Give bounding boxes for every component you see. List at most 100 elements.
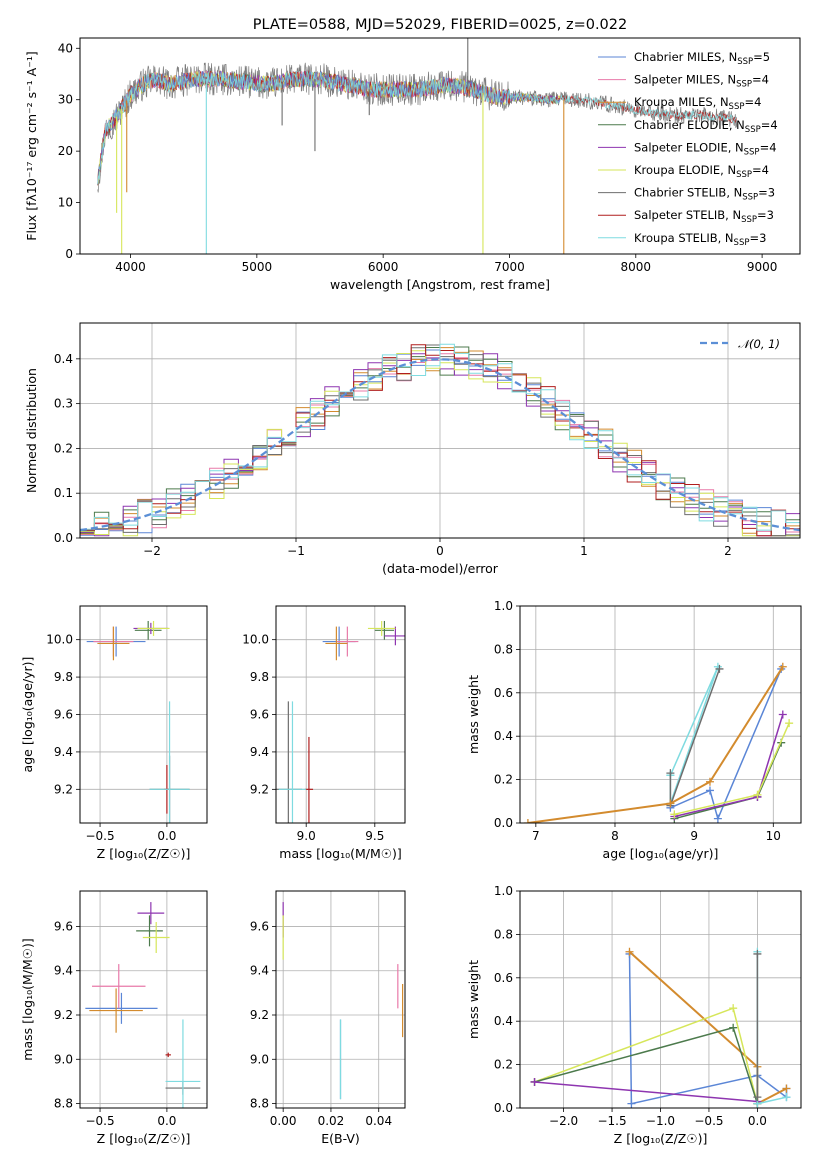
panel-spectrum: 4000 5000 6000 7000 8000 9000 0 10 20 30 40 wavelen… (24, 17, 801, 292)
normal-curve (80, 358, 800, 532)
y-axis-label: Flux [fλ10⁻¹⁷ erg cm⁻² s⁻¹ A⁻¹] (24, 51, 39, 240)
y-tick-label: 10.0 (242, 633, 269, 647)
series-line-kroupa-elodie (674, 722, 790, 816)
y-tick-label: 1.0 (494, 599, 513, 613)
y-tick-label: 9.8 (54, 670, 73, 684)
y-tick-label: 40 (58, 41, 73, 55)
x-tick-label: 0 (436, 544, 444, 558)
y-tick-label: 0.0 (494, 816, 513, 830)
y-axis-label: mass weight (466, 960, 481, 1039)
x-tick-label: −1.0 (646, 1114, 675, 1128)
x-tick-label: −0.5 (85, 1114, 114, 1128)
legend-entry: Salpeter ELODIE, NSSP=4 (634, 140, 777, 157)
x-tick-label: 8 (611, 829, 619, 843)
y-tick-label: 0.2 (54, 441, 73, 455)
y-tick-label: 0 (65, 247, 73, 261)
y-tick-label: 9.0 (54, 1052, 73, 1066)
y-tick-label: 9.6 (250, 919, 269, 933)
x-tick-label: 0.0 (157, 829, 176, 843)
point-marker (753, 790, 762, 799)
series-line-kroupa-miles (527, 666, 784, 823)
y-tick-label: 9.2 (250, 782, 269, 796)
y-tick-label: 0.0 (494, 1101, 513, 1115)
x-tick-label: 9.0 (297, 829, 316, 843)
y-tick-label: 9.6 (54, 919, 73, 933)
y-tick-label: 0.1 (54, 486, 73, 500)
y-tick-label: 8.8 (250, 1097, 269, 1111)
x-tick-label: 7000 (494, 260, 525, 274)
chart-title: PLATE=0588, MJD=52029, FIBERID=0025, z=0… (253, 17, 627, 33)
y-tick-label: 9.2 (54, 1008, 73, 1022)
plot-area (282, 902, 404, 1100)
plot-area (86, 620, 190, 823)
series-line-chabrier-miles (628, 953, 788, 1105)
legend-entry: Chabrier ELODIE, NSSP=4 (634, 118, 778, 135)
y-tick-label: 9.2 (54, 782, 73, 796)
axes-frame (519, 890, 802, 1109)
x-tick-label: 0.0 (157, 1114, 176, 1128)
panel-age_vs_mass: 9.0 9.5 9.2 9.4 9.6 9.8 10.0 mass [log₁₀(M/M☉)] (242, 605, 406, 861)
series-line-kroupa-miles (628, 951, 787, 1106)
y-tick-label: 0.2 (494, 773, 513, 787)
point-marker (666, 769, 675, 778)
legend-entry: 𝒩(0, 1) (738, 337, 780, 351)
series-line-chabrier-stelib (669, 668, 721, 806)
x-tick-label: 0.0 (748, 1114, 767, 1128)
histogram-kroupa-stelib (80, 343, 800, 531)
x-tick-label: −2.0 (549, 1114, 578, 1128)
y-tick-label: 1.0 (494, 884, 513, 898)
x-axis-label: Z [log₁₀(Z/Z☉)] (97, 846, 191, 861)
y-tick-label: 0.4 (54, 352, 73, 366)
axes-frame (275, 605, 406, 824)
x-tick-label: 9 (690, 829, 698, 843)
y-tick-label: 9.4 (250, 964, 269, 978)
legend-entry: Chabrier MILES, NSSP=5 (634, 50, 770, 67)
point-marker (530, 1077, 539, 1086)
y-tick-label: 9.4 (54, 964, 73, 978)
plot-area (85, 902, 201, 1108)
y-tick-label: 0.6 (494, 686, 513, 700)
point-marker (729, 1004, 738, 1013)
y-tick-label: 9.6 (250, 708, 269, 722)
axes-frame (79, 890, 208, 1109)
x-tick-label: 0.02 (318, 1114, 345, 1128)
x-tick-label: 0.04 (365, 1114, 392, 1128)
plot-area (530, 947, 791, 1108)
y-tick-label: 0.8 (494, 927, 513, 941)
x-tick-label: 4000 (115, 260, 146, 274)
x-tick-label: −0.5 (85, 829, 114, 843)
point-marker (782, 1093, 791, 1102)
panel-residuals: −2 −1 0 1 2 0.0 0.1 0.2 0.3 0.4 (data-model)/error… (24, 322, 801, 576)
x-axis-label: Z [log₁₀(Z/Z☉)] (614, 1131, 708, 1146)
y-tick-label: 0.3 (54, 397, 73, 411)
x-tick-label: −0.5 (694, 1114, 723, 1128)
y-tick-label: 8.8 (54, 1097, 73, 1111)
x-axis-label: age [log₁₀(age/yr)] (603, 846, 719, 861)
y-tick-label: 30 (58, 93, 73, 107)
series-line-kroupa-elodie (534, 1007, 759, 1104)
panel-mass_weight_vs_age: 7 8 9 10 0.0 0.2 0.4 0.6 0.8 1.0 age [log₁₀(age/yr… (466, 599, 802, 861)
y-tick-label: 9.8 (250, 670, 269, 684)
y-tick-label: 10.0 (46, 633, 73, 647)
x-tick-label: −2 (143, 544, 161, 558)
y-tick-label: 9.4 (54, 745, 73, 759)
plot-area (80, 343, 800, 537)
panel-mass_vs_Z: −0.5 0.0 8.8 9.0 9.2 9.4 9.6 Z [log₁₀(Z/Z☉)] mas… (20, 890, 208, 1146)
legend-entry: Chabrier STELIB, NSSP=3 (634, 186, 775, 203)
y-axis-label: mass [log₁₀(M/M☉)] (20, 938, 35, 1060)
point-marker (523, 819, 532, 823)
x-axis-label: mass [log₁₀(M/M☉)] (279, 846, 401, 861)
x-axis-label: wavelength [Angstrom, rest frame] (330, 277, 550, 292)
point-marker (705, 777, 714, 786)
y-tick-label: 9.6 (54, 708, 73, 722)
point-marker (753, 949, 762, 958)
point-marker (753, 1093, 762, 1102)
point-marker (729, 1023, 738, 1032)
y-axis-label: age [log₁₀(age/yr)] (20, 657, 35, 773)
point-marker (715, 664, 724, 673)
panel-age_vs_Z: −0.5 0.0 9.2 9.4 9.6 9.8 10.0 Z [log₁₀(Z/Z☉)] ag… (20, 605, 208, 861)
x-tick-label: −1 (287, 544, 305, 558)
point-marker (627, 1099, 636, 1108)
point-marker (785, 719, 794, 728)
